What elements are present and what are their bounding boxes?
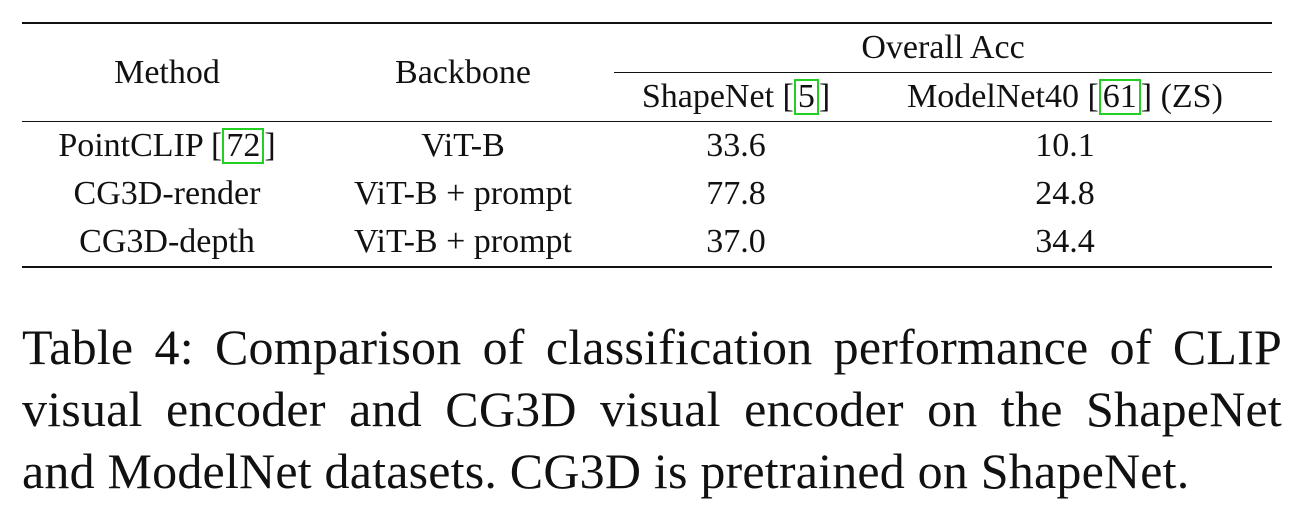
caption-line: visual encoder and CG3D visual encoder o…	[22, 381, 1282, 437]
citation-link[interactable]: 61	[1098, 78, 1141, 116]
results-table: Method Backbone Overall Acc ShapeNet [5]…	[22, 22, 1272, 268]
table-caption: Table 4: Comparison of classification pe…	[22, 316, 1282, 502]
cell-method: CG3D-render	[73, 175, 261, 212]
cell-shapenet: 37.0	[706, 223, 766, 260]
header-method: Method	[114, 53, 220, 91]
caption-line: Table 4: Comparison of classification pe…	[22, 319, 1282, 375]
header-row-bottom: ShapeNet [5] ModelNet40 [61] (ZS)	[22, 73, 1272, 122]
table-row: PointCLIP [72] ViT-B 33.6 10.1	[22, 121, 1272, 171]
cell-backbone: ViT-B	[421, 127, 505, 164]
cell-method: CG3D-depth	[79, 223, 255, 260]
header-backbone: Backbone	[395, 53, 531, 91]
citation-link[interactable]: 72	[222, 127, 265, 165]
header-shapenet: ShapeNet [5]	[641, 77, 831, 116]
table-row: CG3D-depth ViT-B + prompt 37.0 34.4	[22, 218, 1272, 267]
cell-shapenet: 33.6	[706, 127, 766, 164]
table-row: CG3D-render ViT-B + prompt 77.8 24.8	[22, 170, 1272, 218]
cell-modelnet: 10.1	[1035, 127, 1095, 164]
header-row-top: Method Backbone Overall Acc	[22, 23, 1272, 89]
cell-method: PointCLIP [72]	[58, 126, 276, 165]
cell-shapenet: 77.8	[706, 175, 766, 212]
header-modelnet40: ModelNet40 [61] (ZS)	[907, 77, 1223, 116]
cell-modelnet: 24.8	[1035, 175, 1095, 212]
caption-line: and ModelNet datasets. CG3D is pretraine…	[22, 443, 1190, 499]
cell-modelnet: 34.4	[1035, 223, 1095, 260]
cell-backbone: ViT-B + prompt	[354, 175, 572, 212]
citation-link[interactable]: 5	[793, 78, 819, 116]
header-overall-acc: Overall Acc	[614, 23, 1272, 73]
cell-backbone: ViT-B + prompt	[354, 223, 572, 260]
